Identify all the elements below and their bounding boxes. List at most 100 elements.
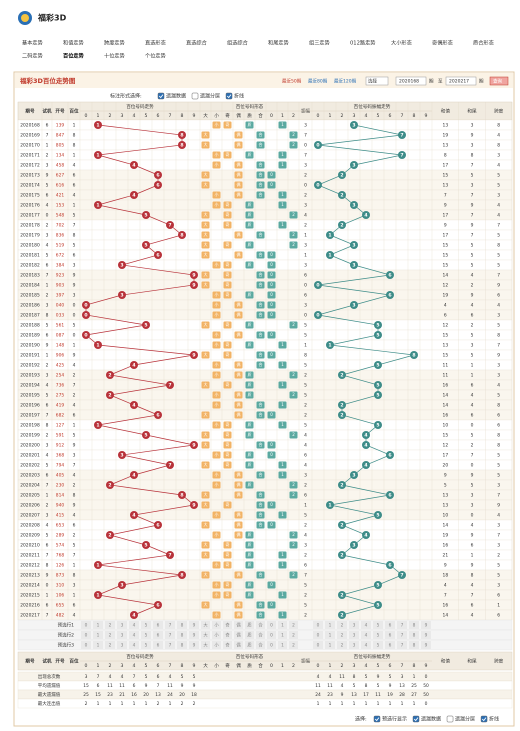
predict-digit[interactable]: 9 xyxy=(193,623,196,629)
predict-cell[interactable] xyxy=(212,641,221,649)
predict-form[interactable]: 0 xyxy=(270,633,273,639)
predict-digit[interactable]: 6 xyxy=(157,623,160,629)
query-button[interactable] xyxy=(489,76,509,86)
predict-cell[interactable] xyxy=(267,621,276,629)
predict-cell[interactable] xyxy=(385,641,395,649)
predict-digit[interactable]: 0 xyxy=(317,633,320,639)
predict-digit[interactable]: 2 xyxy=(341,633,344,639)
predict-digit[interactable]: 2 xyxy=(341,643,344,649)
predict-cell[interactable] xyxy=(141,641,151,649)
predict-cell[interactable] xyxy=(201,641,210,649)
predict-digit[interactable]: 1 xyxy=(329,643,332,649)
predict-cell[interactable] xyxy=(289,631,298,639)
predict-digit[interactable]: 2 xyxy=(109,643,112,649)
predict-cell[interactable] xyxy=(421,641,431,649)
predict-digit[interactable]: 1 xyxy=(329,623,332,629)
predict-form[interactable]: 0 xyxy=(270,623,273,629)
nav-link[interactable]: 质合形态 xyxy=(473,39,494,47)
predict-cell[interactable] xyxy=(385,631,395,639)
predict-cell[interactable] xyxy=(234,631,243,639)
predict-digit[interactable]: 2 xyxy=(341,623,344,629)
predict-cell[interactable] xyxy=(289,621,298,629)
predict-cell[interactable] xyxy=(397,631,407,639)
predict-digit[interactable]: 0 xyxy=(317,643,320,649)
checkbox[interactable] xyxy=(157,92,165,100)
predict-cell[interactable] xyxy=(177,631,187,639)
predict-cell[interactable] xyxy=(81,621,91,629)
predict-digit[interactable]: 8 xyxy=(413,623,416,629)
predict-cell[interactable] xyxy=(409,621,419,629)
predict-cell[interactable] xyxy=(201,621,210,629)
predict-cell[interactable] xyxy=(361,621,371,629)
predict-digit[interactable]: 7 xyxy=(169,633,172,639)
predict-cell[interactable] xyxy=(153,641,163,649)
predict-digit[interactable]: 4 xyxy=(365,623,368,629)
predict-digit[interactable]: 0 xyxy=(85,633,88,639)
predict-digit[interactable]: 3 xyxy=(121,633,124,639)
predict-cell[interactable] xyxy=(373,631,383,639)
recent-link[interactable]: 最近50期 xyxy=(282,78,302,85)
predict-cell[interactable] xyxy=(267,631,276,639)
checkbox-label[interactable]: 折线 xyxy=(234,93,244,100)
predict-cell[interactable] xyxy=(361,641,371,649)
predict-cell[interactable] xyxy=(337,641,347,649)
predict-cell[interactable] xyxy=(313,631,323,639)
predict-cell[interactable] xyxy=(129,631,139,639)
predict-digit[interactable]: 9 xyxy=(425,623,428,629)
predict-cell[interactable] xyxy=(278,641,287,649)
predict-digit[interactable]: 7 xyxy=(401,623,404,629)
predict-digit[interactable]: 1 xyxy=(97,643,100,649)
predict-cell[interactable] xyxy=(117,621,127,629)
predict-form[interactable]: 2 xyxy=(292,633,295,639)
predict-digit[interactable]: 3 xyxy=(121,643,124,649)
predict-digit[interactable]: 2 xyxy=(109,633,112,639)
predict-digit[interactable]: 5 xyxy=(145,623,148,629)
predict-cell[interactable] xyxy=(245,641,254,649)
predict-form[interactable]: 大 xyxy=(203,632,208,639)
predict-digit[interactable]: 9 xyxy=(193,633,196,639)
nav-link[interactable]: 基本走势 xyxy=(22,39,43,47)
predict-cell[interactable] xyxy=(245,621,254,629)
predict-cell[interactable] xyxy=(165,641,175,649)
predict-digit[interactable]: 9 xyxy=(425,643,428,649)
predict-digit[interactable]: 6 xyxy=(389,633,392,639)
predict-cell[interactable] xyxy=(117,631,127,639)
predict-cell[interactable] xyxy=(165,621,175,629)
select-box[interactable] xyxy=(365,76,389,86)
predict-cell[interactable] xyxy=(165,631,175,639)
to[interactable]: 2020217 xyxy=(449,79,469,85)
checkbox-label[interactable]: 遗漏数据 xyxy=(166,93,186,100)
predict-cell[interactable] xyxy=(105,641,115,649)
predict-form[interactable]: 奇 xyxy=(225,632,230,639)
predict-cell[interactable] xyxy=(313,641,323,649)
predict-form[interactable]: 小 xyxy=(214,642,219,649)
predict-cell[interactable] xyxy=(421,621,431,629)
predict-form[interactable]: 奇 xyxy=(225,622,230,629)
predict-cell[interactable] xyxy=(349,621,359,629)
predict-cell[interactable] xyxy=(234,641,243,649)
checkbox-label[interactable]: 遗漏分层 xyxy=(455,716,475,723)
predict-cell[interactable] xyxy=(337,631,347,639)
predict-digit[interactable]: 0 xyxy=(85,643,88,649)
predict-digit[interactable]: 5 xyxy=(377,633,380,639)
checkbox[interactable] xyxy=(191,92,199,100)
predict-form[interactable]: 偶 xyxy=(236,622,241,629)
predict-form[interactable]: 1 xyxy=(281,643,284,649)
predict-digit[interactable]: 4 xyxy=(133,643,136,649)
predict-cell[interactable] xyxy=(325,631,335,639)
predict-digit[interactable]: 6 xyxy=(157,633,160,639)
predict-cell[interactable] xyxy=(189,631,199,639)
predict-form[interactable]: 小 xyxy=(214,622,219,629)
predict-cell[interactable] xyxy=(256,631,265,639)
predict-digit[interactable]: 9 xyxy=(425,633,428,639)
predict-cell[interactable] xyxy=(129,621,139,629)
predict-form[interactable]: 偶 xyxy=(236,632,241,639)
predict-digit[interactable]: 7 xyxy=(169,643,172,649)
predict-cell[interactable] xyxy=(212,631,221,639)
nav-link[interactable]: 和尾走势 xyxy=(268,39,289,47)
predict-digit[interactable]: 8 xyxy=(413,633,416,639)
predict-cell[interactable] xyxy=(373,641,383,649)
predict-digit[interactable]: 7 xyxy=(401,643,404,649)
query[interactable]: 查询 xyxy=(493,78,502,85)
predict-cell[interactable] xyxy=(153,621,163,629)
